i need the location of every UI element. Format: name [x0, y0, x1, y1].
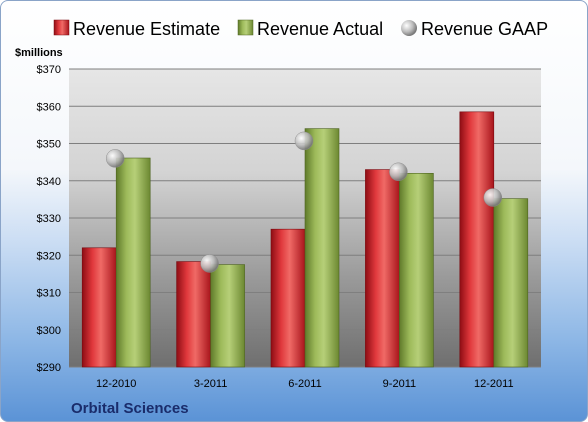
bar-estimate — [81, 247, 117, 368]
legend-swatch-estimate — [53, 19, 70, 36]
bar-actual — [399, 173, 434, 368]
legend-item-estimate: Revenue Estimate — [53, 19, 220, 39]
bar-actual — [493, 198, 529, 368]
bar-estimate — [459, 111, 495, 368]
gaap-marker — [294, 131, 314, 151]
bar-actual — [115, 157, 151, 368]
x-tick-label: 12-2010 — [96, 378, 136, 390]
y-tick-label: $340 — [37, 176, 61, 188]
bar-actual — [210, 264, 245, 368]
x-tick-label: 9-2011 — [383, 378, 416, 390]
y-tick-label: $350 — [37, 139, 61, 151]
x-tick-label: 3-2011 — [194, 378, 227, 390]
bar-estimate — [270, 228, 306, 368]
legend-label-estimate: Revenue Estimate — [73, 19, 220, 39]
gaap-marker — [483, 188, 503, 207]
company-name: Orbital Sciences — [71, 400, 189, 417]
bar-estimate — [176, 261, 211, 368]
y-axis-unit-label: $millions — [15, 47, 63, 59]
x-tick-label: 12-2011 — [474, 378, 514, 390]
y-tick-label: $370 — [37, 64, 61, 76]
legend-item-actual: Revenue Actual — [237, 19, 383, 39]
bar-estimate — [365, 169, 400, 368]
legend-swatch-actual — [237, 19, 254, 36]
x-tick-label: 6-2011 — [288, 378, 321, 390]
gaap-marker — [105, 149, 125, 168]
legend-label-actual: Revenue Actual — [257, 19, 383, 39]
y-tick-label: $300 — [37, 325, 61, 337]
legend-item-gaap: Revenue GAAP — [401, 19, 548, 39]
y-tick-label: $320 — [37, 250, 61, 262]
gaap-markers — [105, 131, 503, 273]
y-tick-label: $310 — [37, 288, 61, 300]
gaap-marker — [389, 162, 408, 182]
y-tick-label: $290 — [37, 362, 61, 374]
y-axis-ticks: $290 $300 $310 $320 $330 $340 $350 $360 $370 — [37, 64, 61, 374]
y-tick-label: $330 — [37, 213, 61, 225]
bar-actual — [304, 128, 340, 368]
bars — [81, 111, 529, 368]
legend-label-gaap: Revenue GAAP — [421, 19, 548, 39]
legend-marker-gaap — [401, 20, 417, 36]
legend: Revenue Estimate Revenue Actual Revenue … — [53, 19, 548, 39]
gaap-marker — [200, 254, 219, 273]
x-axis-ticks: 12-2010 3-2011 6-2011 9-2011 12-2011 — [96, 378, 514, 390]
y-tick-label: $360 — [37, 101, 61, 113]
